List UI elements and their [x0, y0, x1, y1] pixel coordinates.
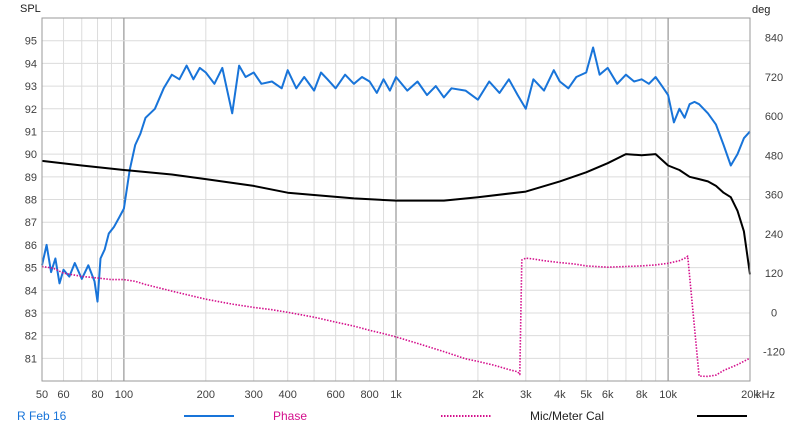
legend-label: R Feb 16 — [17, 409, 67, 423]
right-axis-title: deg — [752, 4, 770, 16]
x-tick-label: 60 — [57, 389, 69, 401]
series-layer — [41, 46, 751, 378]
x-tick-label: 5k — [580, 389, 592, 401]
left-tick-label: 90 — [25, 149, 37, 161]
left-tick-label: 93 — [25, 81, 37, 93]
right-tick-label: 0 — [771, 307, 777, 319]
left-tick-label: 83 — [25, 308, 37, 320]
x-unit-label: kHz — [756, 389, 775, 401]
left-tick-label: 87 — [25, 217, 37, 229]
left-tick-label: 82 — [25, 331, 37, 343]
series-line-phase — [41, 255, 751, 378]
left-axis-title: SPL — [20, 3, 41, 15]
x-tick-label: 200 — [197, 389, 215, 401]
left-tick-label: 91 — [25, 126, 37, 138]
left-tick-label: 94 — [25, 58, 37, 70]
x-axis-ticks: 50 60 80 100 200 300 400 600 800 1k 2k 3k 4k 5k 6k 8k 10… — [36, 389, 775, 401]
legend-label: Mic/Meter Cal — [530, 409, 604, 423]
left-tick-label: 88 — [25, 195, 37, 207]
x-tick-label: 3k — [520, 389, 532, 401]
x-tick-label: 10k — [659, 389, 677, 401]
legend: R Feb 16 Phase Mic/Meter Cal — [17, 409, 747, 423]
left-tick-label: 84 — [25, 285, 37, 297]
x-tick-label: 600 — [326, 389, 344, 401]
grid — [41, 18, 751, 381]
x-tick-label: 2k — [472, 389, 484, 401]
left-tick-label: 92 — [25, 104, 37, 116]
x-tick-label: 400 — [279, 389, 297, 401]
left-tick-label: 85 — [25, 263, 37, 275]
right-tick-label: 720 — [765, 72, 783, 84]
x-tick-label: 300 — [245, 389, 263, 401]
right-tick-label: 840 — [765, 33, 783, 45]
right-tick-label: 240 — [765, 229, 783, 241]
legend-label: Phase — [273, 409, 307, 423]
left-tick-label: 81 — [25, 353, 37, 365]
x-tick-label: 4k — [554, 389, 566, 401]
right-tick-label: -120 — [763, 347, 785, 359]
x-tick-label: 1k — [390, 389, 402, 401]
plot-frame — [41, 17, 751, 382]
right-axis-ticks: -120 0 120 240 360 480 600 720 840 — [763, 33, 785, 359]
right-tick-label: 120 — [765, 268, 783, 280]
right-tick-label: 480 — [765, 150, 783, 162]
left-tick-label: 86 — [25, 240, 37, 252]
x-tick-label: 100 — [115, 389, 133, 401]
x-tick-label: 800 — [360, 389, 378, 401]
series-line-r-feb-16 — [41, 46, 751, 303]
x-tick-label: 8k — [636, 389, 648, 401]
x-tick-label: 80 — [91, 389, 103, 401]
left-tick-label: 89 — [25, 172, 37, 184]
right-tick-label: 360 — [765, 190, 783, 202]
left-axis-ticks: 81 82 83 84 85 86 87 88 89 90 91 92 93 94 95 — [25, 36, 37, 366]
x-tick-label: 20k — [741, 389, 759, 401]
left-tick-label: 95 — [25, 36, 37, 48]
x-tick-label: 6k — [602, 389, 614, 401]
x-tick-label: 50 — [36, 389, 48, 401]
right-tick-label: 600 — [765, 111, 783, 123]
series-line-mic-meter-cal — [41, 153, 751, 275]
